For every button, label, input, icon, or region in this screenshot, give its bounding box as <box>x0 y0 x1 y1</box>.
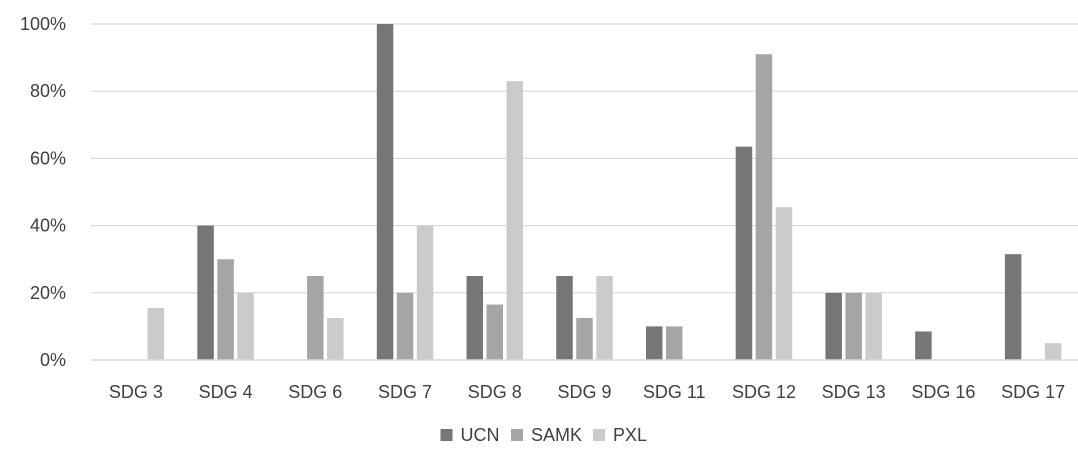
legend-item-pxl: PXL <box>593 425 647 445</box>
bar-ucn-sdg-9 <box>556 276 573 360</box>
legend-item-ucn: UCN <box>440 425 500 445</box>
x-tick-label: SDG 3 <box>109 382 163 402</box>
x-tick-label: SDG 17 <box>1001 382 1065 402</box>
category-group <box>645 326 683 360</box>
x-tick-label: SDG 12 <box>732 382 796 402</box>
bar-pxl-sdg-12 <box>775 207 793 360</box>
bar-pxl-sdg-7 <box>416 225 434 360</box>
bar-pxl-sdg-4 <box>237 292 254 360</box>
bar-samk-sdg-9 <box>576 318 593 360</box>
bar-ucn-sdg-11 <box>645 326 663 360</box>
x-tick-label: SDG 8 <box>468 382 522 402</box>
bar-ucn-sdg-8 <box>466 276 484 360</box>
bar-samk-sdg-8 <box>486 304 504 360</box>
bar-pxl-sdg-13 <box>865 292 882 360</box>
category-group <box>376 24 434 360</box>
y-tick-label: 60% <box>30 148 66 168</box>
y-tick-label: 20% <box>30 283 66 303</box>
bar-ucn-sdg-4 <box>197 225 214 360</box>
bar-samk-sdg-4 <box>217 259 234 360</box>
bar-samk-sdg-7 <box>396 292 414 360</box>
x-tick-label: SDG 13 <box>822 382 886 402</box>
bar-pxl-sdg-17 <box>1044 343 1062 360</box>
x-tick-label: SDG 7 <box>378 382 432 402</box>
bar-pxl-sdg-6 <box>327 318 344 360</box>
legend-label: PXL <box>613 425 647 445</box>
category-group <box>825 292 882 360</box>
x-tick-label: SDG 4 <box>199 382 253 402</box>
category-group <box>1004 254 1062 360</box>
bar-samk-sdg-6 <box>307 276 324 360</box>
legend-swatch <box>440 429 453 441</box>
legend: UCN SAMK PXL <box>440 425 647 445</box>
bar-ucn-sdg-7 <box>376 24 394 360</box>
category-group <box>915 331 932 360</box>
bar-samk-sdg-13 <box>845 292 862 360</box>
x-tick-label: SDG 16 <box>911 382 975 402</box>
bar-samk-sdg-12 <box>755 54 773 361</box>
bar-pxl-sdg-3 <box>147 307 165 360</box>
legend-swatch <box>593 429 605 441</box>
category-group <box>466 81 524 361</box>
legend-label: UCN <box>461 425 500 445</box>
legend-item-samk: SAMK <box>511 425 582 445</box>
x-axis-labels: SDG 3 SDG 4 SDG 6 SDG 7 SDG 8 SDG 9 SDG 11 SDG … <box>109 382 1065 402</box>
y-axis-labels: 0% 20% 40% 60% 80% 100% <box>20 14 66 370</box>
x-tick-label: SDG 11 <box>643 382 706 402</box>
category-group <box>147 307 165 360</box>
bar-samk-sdg-11 <box>665 326 683 360</box>
bar-ucn-sdg-17 <box>1004 254 1022 360</box>
y-tick-label: 0% <box>40 350 66 370</box>
bars <box>147 24 1062 361</box>
legend-label: SAMK <box>531 425 582 445</box>
y-tick-label: 40% <box>30 216 66 236</box>
x-tick-label: SDG 6 <box>288 382 342 402</box>
legend-swatch <box>511 429 523 441</box>
category-group <box>556 276 613 360</box>
bar-ucn-sdg-16 <box>915 331 932 360</box>
bar-pxl-sdg-8 <box>506 81 524 361</box>
bar-pxl-sdg-9 <box>596 276 613 360</box>
category-group <box>735 54 793 361</box>
category-group <box>197 225 254 360</box>
bar-ucn-sdg-12 <box>735 146 753 360</box>
category-group <box>307 276 344 360</box>
bar-ucn-sdg-13 <box>825 292 842 360</box>
y-tick-label: 80% <box>30 81 66 101</box>
y-tick-label: 100% <box>20 14 66 34</box>
gridlines <box>91 23 1078 294</box>
x-tick-label: SDG 9 <box>557 382 611 402</box>
